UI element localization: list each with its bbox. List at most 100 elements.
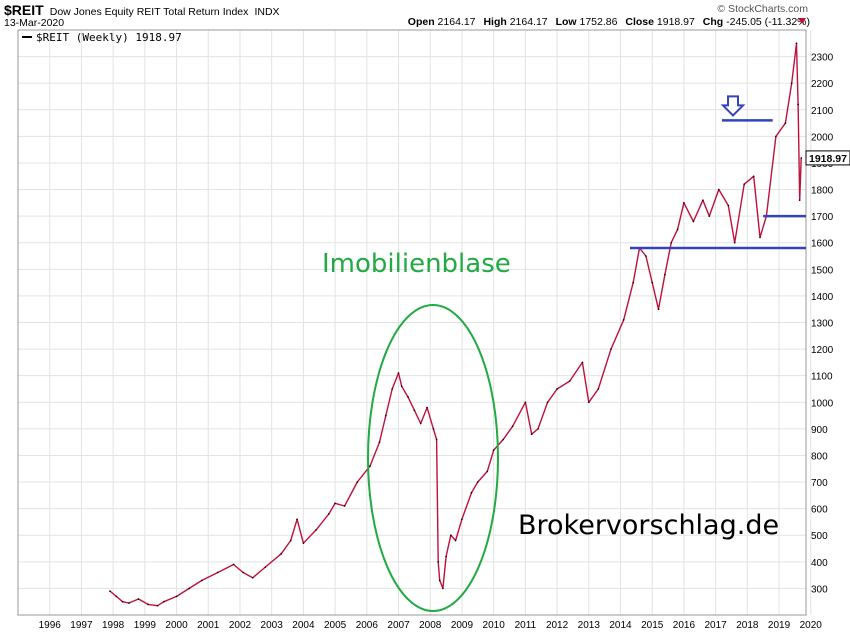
price-point	[597, 388, 600, 390]
price-point	[790, 82, 793, 84]
price-point	[645, 255, 647, 257]
price-point	[511, 425, 514, 428]
y-tick-label: 500	[811, 531, 828, 542]
price-point	[775, 135, 777, 138]
y-tick-label: 2100	[811, 106, 834, 117]
price-point	[717, 188, 720, 191]
down-triangle-icon	[798, 18, 806, 24]
price-point	[296, 518, 298, 521]
price-point	[201, 579, 203, 582]
last-value-box	[805, 150, 850, 166]
price-point	[486, 470, 489, 473]
price-point	[743, 183, 745, 186]
price-point	[334, 502, 336, 505]
price-point	[587, 401, 590, 404]
price-point	[502, 438, 504, 441]
price-point	[797, 103, 799, 106]
x-tick-label: 2014	[609, 620, 632, 631]
y-tick-label: 2300	[811, 53, 834, 64]
price-point	[632, 281, 634, 284]
y-tick-label: 1000	[811, 398, 834, 409]
open-label: Open	[407, 16, 435, 28]
y-axis: 300 400 500 600 700 800 900 1000 1100 1200 1300 140…	[811, 53, 834, 596]
x-tick-label: 2011	[515, 620, 537, 631]
price-point	[419, 422, 422, 425]
ohlc-summary: Open 2164.17 High 2164.17 Low 1752.86 Cl…	[403, 16, 810, 28]
x-tick-label: 2007	[387, 620, 410, 631]
price-point	[432, 428, 435, 430]
x-tick-label: 2008	[419, 620, 442, 631]
y-tick-label: 600	[811, 505, 828, 516]
price-point	[378, 441, 381, 443]
x-tick-label: 2009	[451, 620, 474, 631]
price-point	[664, 273, 666, 276]
price-point	[232, 563, 235, 566]
price-point	[759, 236, 761, 239]
chg-value: -245.05 (-11.32%)	[726, 16, 810, 28]
price-point	[733, 241, 736, 244]
price-point	[115, 595, 118, 598]
y-tick-label: 1300	[811, 319, 834, 330]
x-tick-label: 2004	[292, 620, 315, 631]
price-point	[692, 220, 695, 223]
exchange-code: INDX	[254, 6, 280, 18]
x-tick-label: 2018	[736, 620, 759, 631]
y-tick-label: 1100	[811, 372, 833, 383]
price-point	[369, 465, 371, 467]
price-point	[121, 600, 124, 603]
price-point	[137, 598, 140, 600]
price-point	[407, 396, 409, 398]
legend-label: $REIT (Weekly) 1918.97	[36, 31, 182, 44]
brand-watermark: © StockCharts.com	[717, 3, 808, 15]
price-point	[280, 553, 282, 555]
symbol: $REIT	[4, 2, 44, 18]
x-tick-label: 2017	[705, 620, 728, 631]
y-tick-label: 2200	[811, 79, 834, 90]
price-point	[175, 595, 178, 598]
x-tick-label: 2013	[578, 620, 601, 631]
price-point	[400, 385, 403, 388]
price-point	[147, 603, 149, 606]
x-axis: 1996 1997 1998 1999 2000 2001 2002 2003 2004 2005…	[39, 620, 823, 631]
high-label: High	[483, 16, 507, 28]
price-point	[163, 600, 165, 603]
low-label: Low	[555, 16, 577, 28]
price-point	[391, 388, 393, 390]
low-value: 1752.86	[579, 16, 618, 28]
x-tick-label: 1998	[102, 620, 125, 631]
y-tick-label: 2000	[811, 132, 834, 143]
price-point	[450, 534, 452, 537]
price-point	[454, 539, 457, 542]
x-tick-label: 1997	[70, 620, 93, 631]
price-point	[156, 604, 159, 607]
price-point	[492, 449, 495, 451]
y-tick-label: 300	[811, 584, 828, 595]
price-point	[397, 372, 400, 374]
price-point	[476, 481, 479, 483]
price-point	[581, 361, 584, 364]
price-point	[289, 539, 292, 542]
ellipse-annotation: Imobilienblase	[322, 249, 511, 279]
x-tick-label: 2006	[356, 620, 379, 631]
chart-header: $REIT Dow Jones Equity REIT Total Return…	[4, 2, 280, 18]
chart-date: 13-Mar-2020	[4, 17, 65, 29]
site-watermark: Brokervorschlag.de	[518, 510, 779, 541]
price-point	[188, 587, 191, 590]
x-tick-label: 2020	[800, 620, 823, 631]
price-point	[356, 481, 359, 483]
price-point	[128, 602, 130, 604]
x-tick-label: 2003	[261, 620, 284, 631]
price-point	[795, 42, 798, 45]
price-point	[524, 401, 527, 404]
price-point	[568, 380, 571, 382]
price-point	[800, 157, 803, 159]
price-point	[657, 308, 660, 311]
x-tick-label: 2001	[197, 620, 220, 631]
price-point	[343, 505, 346, 507]
x-tick-label: 2019	[768, 620, 791, 631]
chg-label: Chg	[702, 16, 724, 28]
y-tick-label: 1500	[811, 265, 834, 276]
x-tick-label: 2016	[673, 620, 696, 631]
x-tick-label: 2010	[483, 620, 506, 631]
